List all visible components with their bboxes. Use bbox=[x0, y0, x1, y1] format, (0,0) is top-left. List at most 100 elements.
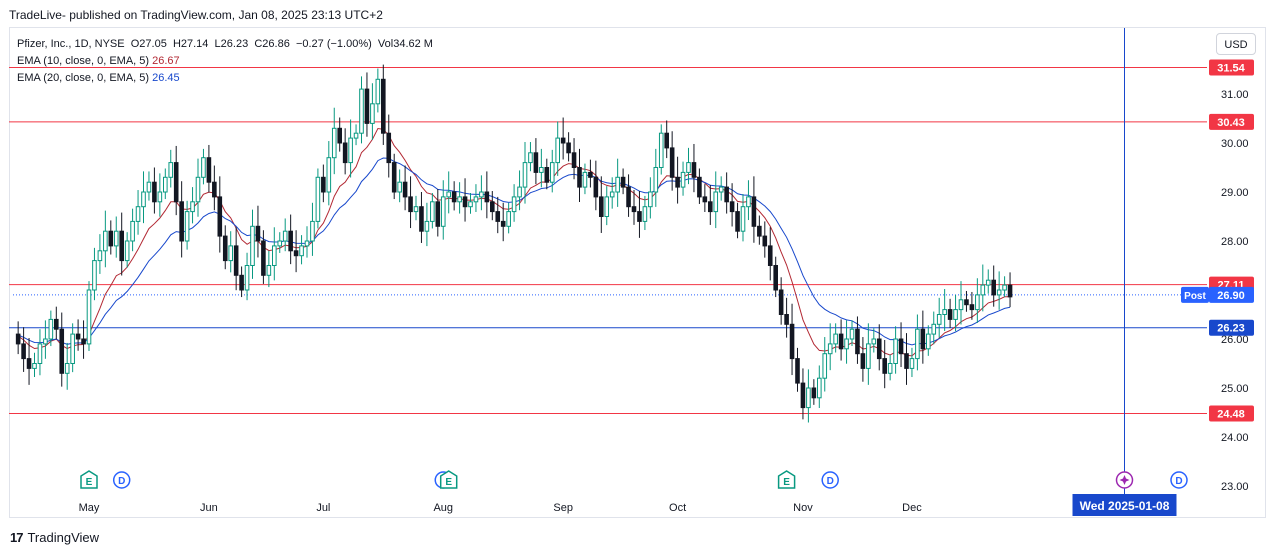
candle-body bbox=[239, 274, 244, 291]
time-tick-label: Oct bbox=[669, 502, 686, 514]
candle-body bbox=[212, 181, 217, 198]
candle-body bbox=[419, 206, 424, 232]
high-value: 27.14 bbox=[180, 38, 209, 50]
level-price-label: 24.48 bbox=[1217, 408, 1245, 420]
time-tick-label: May bbox=[79, 502, 100, 514]
candle-body bbox=[931, 323, 937, 335]
currency-button[interactable]: USD bbox=[1216, 33, 1256, 55]
candle-body bbox=[533, 152, 539, 173]
candle-body bbox=[718, 186, 724, 193]
candle-body bbox=[773, 265, 779, 291]
candle-body bbox=[947, 309, 953, 320]
candle-body bbox=[353, 132, 359, 139]
candle-body bbox=[370, 103, 375, 124]
candle-body bbox=[887, 363, 893, 374]
candle-body bbox=[179, 201, 184, 242]
candle-body bbox=[637, 211, 642, 222]
candle-body bbox=[724, 186, 729, 203]
close-value: 26.86 bbox=[262, 38, 290, 50]
candle-body bbox=[348, 137, 353, 164]
candle-body bbox=[233, 245, 239, 276]
candle-body bbox=[898, 338, 904, 355]
legend-row-ema20[interactable]: EMA (20, close, 0, EMA, 5) 26.45 bbox=[17, 70, 433, 87]
candle-body bbox=[680, 171, 686, 188]
legend-row-ema10[interactable]: EMA (10, close, 0, EMA, 5) 26.67 bbox=[17, 53, 433, 70]
candle-body bbox=[675, 176, 680, 188]
candle-body bbox=[604, 196, 610, 217]
candle-body bbox=[615, 176, 620, 193]
dividend-icon-letter: D bbox=[827, 476, 834, 487]
candle-body bbox=[926, 333, 931, 350]
candle-body bbox=[631, 206, 637, 213]
open-label: O bbox=[130, 38, 140, 50]
candle-body bbox=[800, 382, 806, 409]
candle-body bbox=[201, 157, 206, 178]
candle-body bbox=[593, 176, 599, 198]
candle-body bbox=[479, 191, 484, 198]
candle-body bbox=[108, 230, 114, 247]
candle-body bbox=[555, 137, 561, 164]
star-shape bbox=[1119, 475, 1130, 485]
candle-body bbox=[942, 309, 947, 316]
crosshair-date-label: Wed 2025-01-08 bbox=[1080, 499, 1170, 513]
candle-body bbox=[751, 196, 757, 227]
price-tick-label: 24.00 bbox=[1221, 432, 1249, 444]
candle-body bbox=[1007, 284, 1013, 298]
candle-body bbox=[364, 88, 370, 124]
ema10-line bbox=[17, 127, 1011, 357]
candle-body bbox=[124, 240, 130, 262]
candle-body bbox=[833, 333, 838, 345]
crosshair: Wed 2025-01-08 bbox=[1072, 28, 1177, 516]
candle-body bbox=[359, 88, 364, 134]
time-tick-label: Dec bbox=[902, 502, 922, 514]
candle-body bbox=[849, 328, 855, 340]
candle-body bbox=[228, 245, 233, 262]
open-value: 27.05 bbox=[139, 38, 167, 50]
volume-value: 34.62 M bbox=[393, 38, 433, 50]
candle-body bbox=[97, 250, 103, 262]
candle-body bbox=[653, 167, 659, 193]
candle-body bbox=[855, 328, 860, 355]
candle-body bbox=[882, 358, 888, 374]
ema10-label: EMA (10, close, 0, EMA, 5) bbox=[17, 55, 150, 67]
candle-body bbox=[844, 338, 849, 350]
level-price-tag bbox=[1209, 319, 1254, 336]
candle-body bbox=[702, 196, 708, 203]
candle-body bbox=[299, 245, 304, 257]
candle-body bbox=[315, 176, 321, 222]
candle-body bbox=[15, 333, 21, 345]
chart-frame bbox=[9, 27, 1266, 518]
high-label: H bbox=[172, 38, 181, 50]
candle-body bbox=[195, 176, 201, 203]
candle-body bbox=[708, 201, 713, 213]
candle-body bbox=[310, 220, 315, 242]
candle-body bbox=[282, 230, 288, 242]
post-price-label: 26.90 bbox=[1217, 290, 1245, 302]
candle-body bbox=[806, 387, 811, 409]
tradingview-logo-icon: 17 bbox=[10, 530, 24, 545]
time-tick-label: Aug bbox=[433, 502, 453, 514]
candle-body bbox=[969, 304, 975, 311]
earnings-icon bbox=[777, 470, 796, 489]
candle-body bbox=[435, 201, 441, 227]
price-tick-label: 26.00 bbox=[1221, 334, 1249, 346]
price-axis: 23.0024.0025.0026.0027.0028.0029.0030.00… bbox=[1181, 59, 1254, 493]
candle-body bbox=[517, 186, 522, 198]
candle-body bbox=[266, 265, 272, 276]
candle-body bbox=[669, 147, 675, 178]
candle-body bbox=[37, 343, 43, 364]
candle-body bbox=[697, 176, 702, 198]
candle-body bbox=[119, 230, 125, 262]
candle-body bbox=[446, 191, 451, 198]
candle-body bbox=[64, 363, 70, 374]
candle-body bbox=[272, 245, 277, 266]
candle-body bbox=[92, 260, 97, 291]
time-tick-label: Nov bbox=[793, 502, 813, 514]
candle-body bbox=[113, 230, 119, 247]
candle-body bbox=[915, 328, 920, 360]
candle-body bbox=[293, 250, 299, 257]
candle-body bbox=[157, 191, 163, 203]
event-markers: EDDEEDD bbox=[80, 470, 1188, 489]
ema20-label: EMA (20, close, 0, EMA, 5) bbox=[17, 72, 150, 84]
